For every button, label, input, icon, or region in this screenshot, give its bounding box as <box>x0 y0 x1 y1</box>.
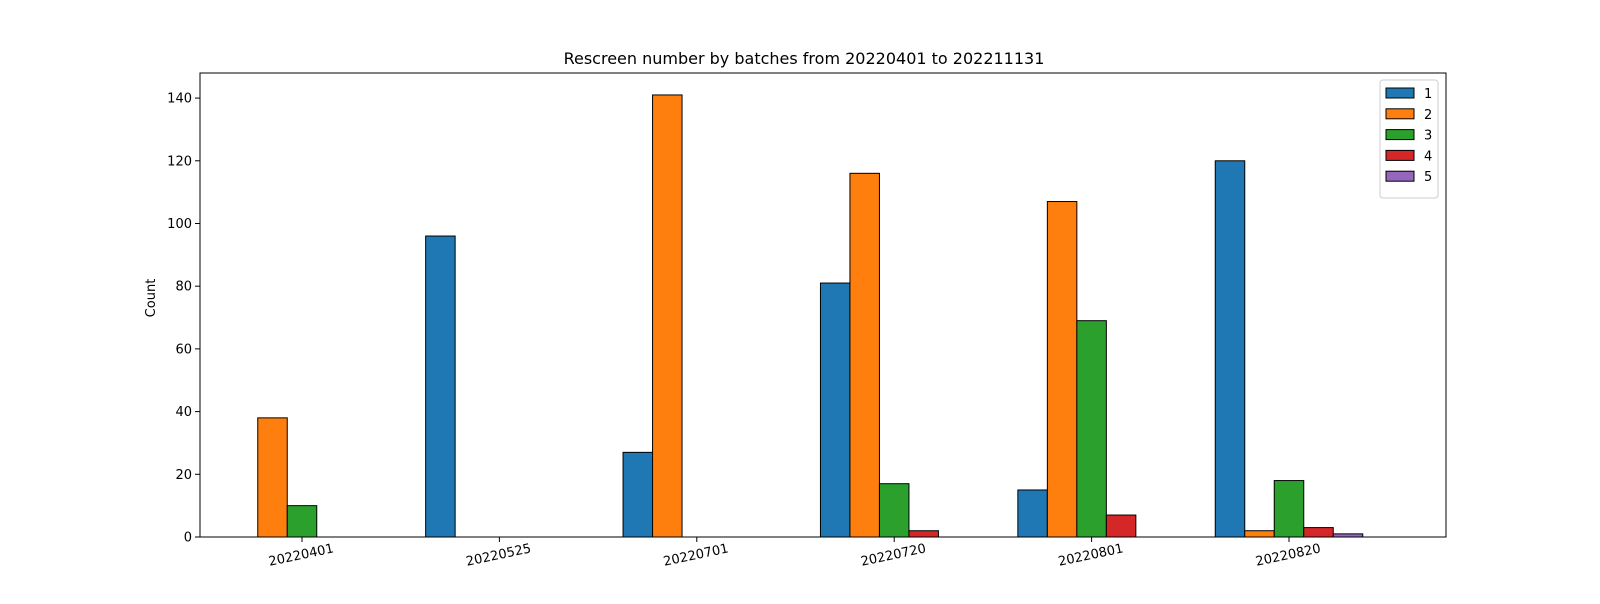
bar-20220701-series-1 <box>622 451 654 538</box>
legend-label-2: 2 <box>1424 108 1432 123</box>
bar-20220720-series-1 <box>819 282 851 538</box>
legend-swatch-1 <box>1385 87 1415 99</box>
legend-label-3: 3 <box>1424 129 1432 144</box>
y-tick-label: 100 <box>167 217 192 232</box>
bar-20220525-series-1 <box>425 235 456 538</box>
x-tick-label: 20220820 <box>1254 541 1322 569</box>
x-tick-label: 20220801 <box>1057 541 1125 569</box>
bar-20220801-series-1 <box>1017 489 1048 538</box>
bar-20220401-series-3 <box>286 505 318 538</box>
bar-20220801-series-3 <box>1076 320 1107 538</box>
bar-20220720-series-3 <box>878 483 910 538</box>
bar-20220820-series-2 <box>1244 530 1275 538</box>
bar-20220701-series-2 <box>652 94 683 538</box>
y-tick-label: 40 <box>175 405 192 420</box>
x-tick-label: 20220720 <box>860 541 928 569</box>
plot-frame <box>199 72 1447 538</box>
bar-20220401-series-2 <box>257 417 288 538</box>
legend-swatch-2 <box>1385 108 1415 120</box>
chart-title: Rescreen number by batches from 20220401… <box>564 49 1045 68</box>
legend-swatch-4 <box>1385 149 1415 161</box>
x-axis: 20220401 20220525 20220701 20220720 20220801… <box>267 537 1322 570</box>
legend-swatch-3 <box>1385 129 1415 141</box>
bar-20220720-series-2 <box>849 172 880 538</box>
legend: 1 2 3 4 5 <box>1379 79 1439 199</box>
y-tick-label: 120 <box>167 154 192 169</box>
legend-label-4: 4 <box>1424 149 1432 164</box>
bars-group <box>257 94 1364 538</box>
bar-20220720-series-4 <box>908 530 939 538</box>
legend-label-1: 1 <box>1424 87 1432 102</box>
y-tick-label: 0 <box>184 531 192 546</box>
y-tick-label: 140 <box>167 92 192 107</box>
y-tick-label: 20 <box>175 468 192 483</box>
y-tick-label: 80 <box>175 280 192 295</box>
x-tick-label: 20220401 <box>267 541 335 569</box>
y-axis-label: Count <box>144 279 159 318</box>
y-axis: 0 20 40 60 80 100 120 140 <box>167 92 200 546</box>
y-tick-label: 60 <box>175 342 192 357</box>
legend-swatch-5 <box>1385 170 1415 182</box>
bar-20220801-series-2 <box>1046 201 1078 538</box>
bar-20220801-series-4 <box>1105 514 1137 538</box>
legend-label-5: 5 <box>1424 170 1432 185</box>
x-tick-label: 20220525 <box>465 541 533 569</box>
bar-20220820-series-1 <box>1214 160 1246 538</box>
x-tick-label: 20220701 <box>662 541 730 569</box>
bar-20220820-series-4 <box>1303 527 1334 538</box>
bar-20220820-series-3 <box>1273 480 1305 538</box>
